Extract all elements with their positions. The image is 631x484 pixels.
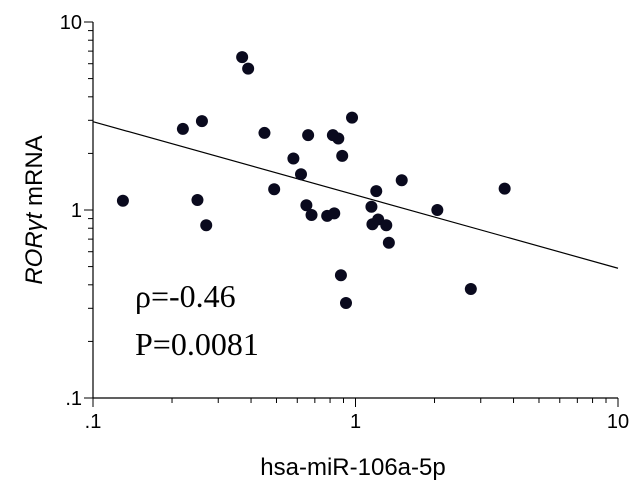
trendline-group	[92, 121, 619, 269]
data-point	[176, 122, 189, 135]
data-point	[258, 126, 271, 139]
data-point	[328, 207, 341, 220]
data-point	[300, 199, 313, 212]
data-point	[498, 182, 511, 195]
y-axis-title-italic: RORγt	[21, 211, 48, 284]
data-point	[464, 283, 477, 296]
data-point	[339, 297, 352, 310]
data-points	[116, 51, 511, 310]
data-point	[268, 183, 281, 196]
data-point	[287, 152, 300, 165]
y-tick-label: .1	[65, 388, 82, 410]
y-axis-title: RORγt mRNA	[21, 135, 48, 284]
p-value-annotation: P=0.0081	[135, 326, 259, 362]
data-point	[382, 236, 395, 249]
data-point	[365, 200, 378, 213]
y-tick-label: 10	[60, 12, 82, 34]
data-point	[370, 185, 383, 198]
tick-labels: .1 1 10 .1 1 10	[60, 12, 629, 433]
y-axis-title-rest: mRNA	[21, 135, 48, 212]
data-point	[380, 219, 393, 232]
regression-line	[92, 121, 619, 269]
data-point	[116, 194, 129, 207]
x-tick-label: 10	[607, 411, 629, 433]
data-point	[334, 269, 347, 282]
data-point	[302, 129, 315, 142]
data-point	[236, 51, 249, 64]
x-tick-label: .1	[85, 411, 102, 433]
data-point	[305, 209, 318, 222]
x-axis-title: hsa-miR-106a-5p	[260, 454, 445, 481]
data-point	[200, 219, 213, 232]
data-point	[332, 132, 345, 145]
data-point	[395, 174, 408, 187]
rho-annotation: ρ=-0.46	[135, 278, 236, 314]
y-tick-label: 1	[71, 200, 82, 222]
data-point	[431, 204, 444, 216]
data-point	[336, 149, 349, 162]
data-point	[242, 62, 255, 75]
data-point	[191, 194, 204, 207]
x-tick-label: 1	[350, 411, 361, 433]
data-point	[346, 111, 359, 124]
data-point	[195, 115, 208, 128]
data-point	[295, 168, 308, 181]
axes	[84, 21, 619, 407]
